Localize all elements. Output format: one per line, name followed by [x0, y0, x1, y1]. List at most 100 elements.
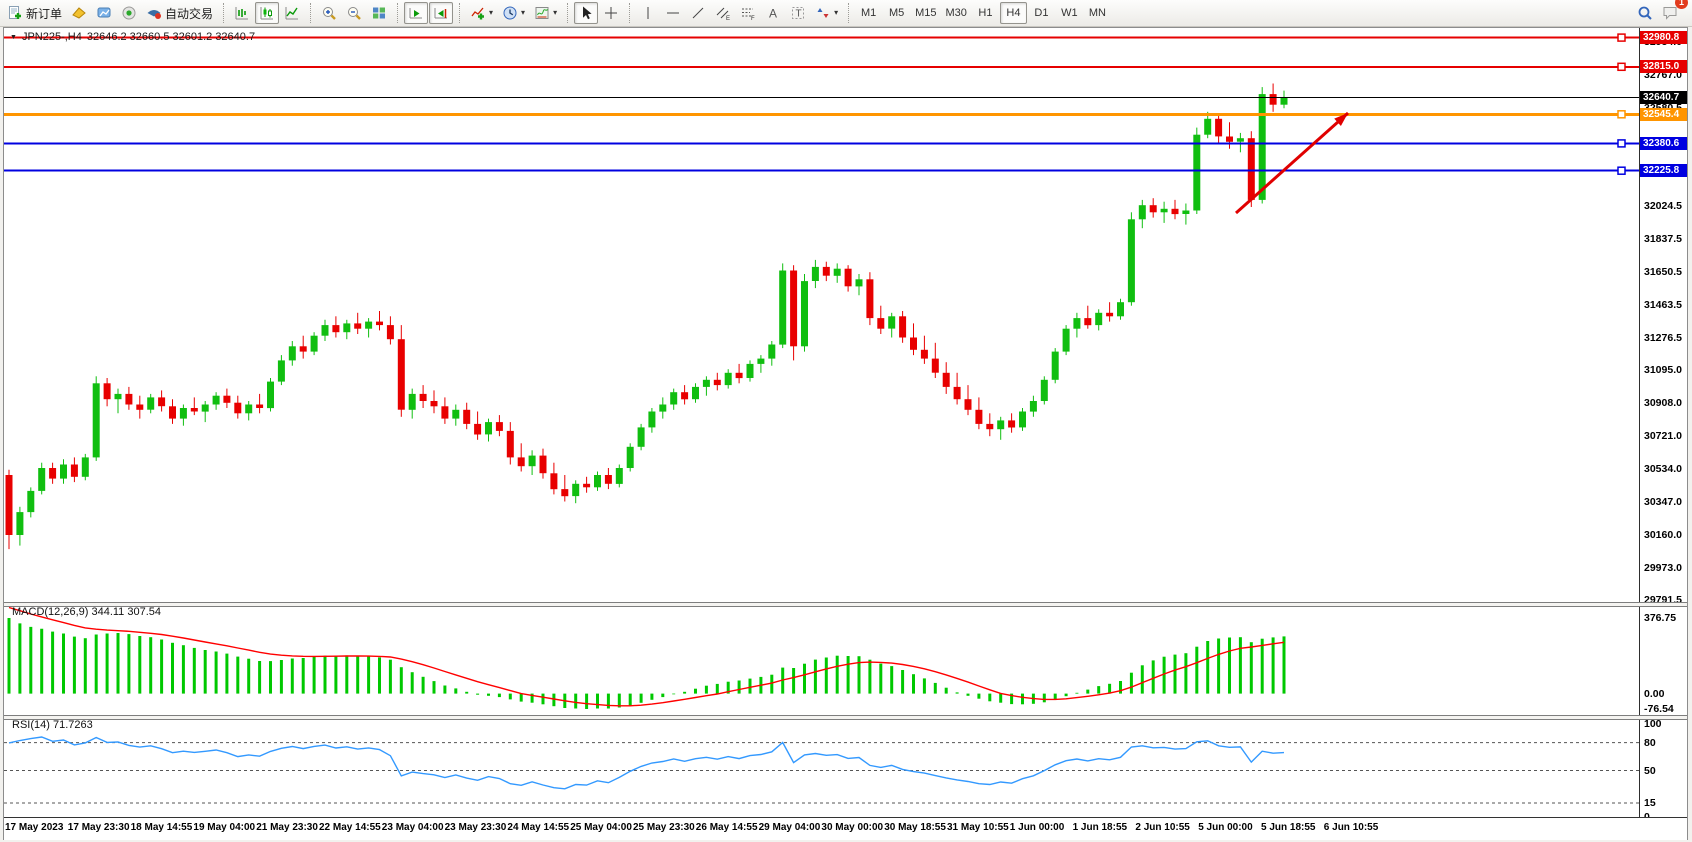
- macd-panel[interactable]: MACD(12,26,9) 344.11 307.54: [4, 605, 1640, 715]
- signals-button[interactable]: [117, 2, 141, 24]
- time-axis[interactable]: 17 May 2023 17 May 23:30 18 May 14:55 19 Ma…: [4, 817, 1687, 840]
- candle-body: [1051, 351, 1059, 380]
- rsi-label: RSI(14) 71.7263: [12, 719, 93, 731]
- time-axis-label: 30 May 00:00: [821, 822, 884, 833]
- equidistant-channel-button[interactable]: E: [711, 2, 735, 24]
- candle-body: [212, 395, 220, 405]
- macd-signal-line: [8, 606, 1285, 707]
- candle-body: [1226, 136, 1233, 142]
- price-chart-canvas[interactable]: [4, 28, 1640, 602]
- terminal-button[interactable]: [92, 2, 116, 24]
- level-end-marker[interactable]: [1617, 166, 1626, 175]
- candle-body: [910, 337, 917, 350]
- line-chart-button[interactable]: [280, 2, 304, 24]
- dropdown-caret-icon: ▾: [553, 8, 558, 17]
- zoom-out-button[interactable]: [342, 2, 366, 24]
- new-order-button[interactable]: 新订单: [3, 2, 66, 24]
- candle-body: [931, 358, 939, 373]
- time-axis-label: 31 May 10:55: [947, 822, 1009, 833]
- price-tick-label: 30160.0: [1644, 528, 1682, 541]
- vertical-line-button[interactable]: [636, 2, 660, 24]
- timeframe-m5-button[interactable]: M5: [888, 7, 905, 19]
- dropdown-caret-icon: ▾: [489, 8, 494, 17]
- candle-body: [1182, 210, 1190, 214]
- timeframe-m15-button[interactable]: M15: [915, 7, 937, 19]
- timeframe-d1-button[interactable]: D1: [1034, 7, 1049, 19]
- metaeditor-button[interactable]: [67, 2, 91, 24]
- candle-body: [855, 279, 863, 287]
- indicators-button[interactable]: ▾: [466, 2, 497, 24]
- bar-chart-button[interactable]: [230, 2, 254, 24]
- trend-arrow-line[interactable]: [1235, 111, 1349, 215]
- level-end-marker[interactable]: [1617, 62, 1626, 72]
- autotrading-button[interactable]: 自动交易: [142, 2, 217, 24]
- timeframe-m1-button[interactable]: M1: [860, 7, 877, 19]
- tile-windows-button[interactable]: [367, 2, 391, 24]
- price-tick-label: 29973.0: [1644, 561, 1682, 574]
- price-level-badge: 32545.4: [1640, 107, 1687, 121]
- candlestick-chart-button[interactable]: [255, 2, 280, 24]
- level-end-marker[interactable]: [1617, 33, 1626, 42]
- crosshair-button[interactable]: [599, 2, 623, 24]
- timeframe-mn-button[interactable]: MN: [1088, 7, 1106, 19]
- new-order-label: 新订单: [26, 6, 63, 21]
- chart-shift-button[interactable]: [429, 2, 454, 24]
- rsi-panel[interactable]: RSI(14) 71.7263: [4, 718, 1640, 817]
- candle-body: [528, 455, 536, 467]
- candle-body: [1008, 420, 1016, 428]
- timeframe-m30-button[interactable]: M30: [945, 7, 967, 19]
- periods-button[interactable]: ▾: [498, 2, 529, 24]
- arrows-button[interactable]: ▾: [811, 2, 842, 24]
- timeframe-h4-button[interactable]: H4: [999, 2, 1027, 24]
- level-end-marker[interactable]: [1617, 139, 1626, 148]
- toolbar-separator: [567, 3, 569, 23]
- level-end-marker[interactable]: [1617, 110, 1626, 119]
- main-chart-panel[interactable]: ▼ JPN225-,H4 32646.2 32660.5 32601.2 326…: [4, 28, 1640, 602]
- rsi-scale-label: 80: [1644, 736, 1656, 749]
- candle-body: [408, 393, 416, 410]
- candle-body: [277, 360, 285, 382]
- candle-body: [1258, 94, 1266, 200]
- auto-scroll-button[interactable]: [404, 2, 429, 24]
- templates-icon: [535, 7, 549, 19]
- candle-body: [648, 411, 656, 428]
- panel-separator[interactable]: [4, 715, 1687, 720]
- candle-body: [38, 468, 46, 491]
- timeframe-h1-button[interactable]: H1: [978, 7, 993, 19]
- tile-windows-icon: [373, 7, 386, 19]
- search-button[interactable]: [1633, 2, 1657, 24]
- rsi-scale-label: 50: [1644, 764, 1656, 777]
- candle-body: [81, 457, 89, 477]
- new-order-icon: [9, 6, 21, 19]
- trend-arrow-head[interactable]: [1334, 109, 1351, 127]
- candle-body: [713, 379, 721, 386]
- signals-icon: [122, 6, 136, 20]
- candle-body: [779, 270, 787, 345]
- cursor-button[interactable]: [574, 2, 599, 24]
- candle-body: [419, 393, 427, 401]
- candle-body: [572, 483, 580, 497]
- fibonacci-button[interactable]: F: [736, 2, 760, 24]
- chat-bubble-icon: [1663, 7, 1677, 20]
- zoom-in-button[interactable]: [317, 2, 341, 24]
- timeframe-w1-button[interactable]: W1: [1061, 7, 1078, 19]
- candle-body: [637, 427, 645, 447]
- text-label-button[interactable]: T: [786, 2, 810, 24]
- svg-text:A: A: [769, 7, 777, 21]
- text-button[interactable]: A: [761, 2, 785, 24]
- panel-separator[interactable]: [4, 602, 1687, 607]
- horizontal-line-button[interactable]: [661, 2, 685, 24]
- price-tick-label: 30347.0: [1644, 496, 1682, 508]
- candle-body: [594, 475, 601, 488]
- templates-button[interactable]: ▾: [530, 2, 561, 24]
- trendline-button[interactable]: [686, 2, 710, 24]
- candle-body: [103, 383, 111, 400]
- candle-body: [495, 422, 503, 431]
- notifications-button[interactable]: 1: [1658, 0, 1688, 25]
- candle-body: [1171, 208, 1179, 215]
- price-axis[interactable]: 32954.032767.032580.532394.032211.532024…: [1639, 28, 1687, 839]
- macd-scale-label: 376.75: [1644, 612, 1677, 624]
- time-axis-label: 25 May 23:30: [633, 822, 695, 833]
- collapse-triangle-icon[interactable]: ▼: [10, 33, 17, 41]
- candle-body: [506, 430, 514, 458]
